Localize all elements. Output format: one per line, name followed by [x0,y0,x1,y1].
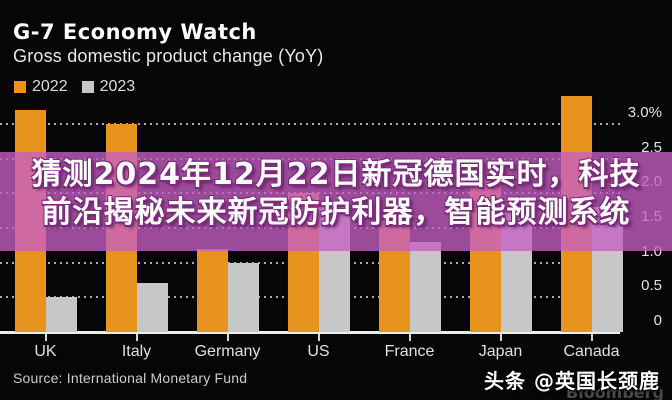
overlay-headline-line2: 前沿揭秘未来新冠防护利器，智能预测系统 [41,195,631,230]
x-axis-tick-US [317,334,320,341]
chart-subtitle: Gross domestic product change (YoY) [13,46,324,66]
legend-swatch-2022-icon [14,81,26,93]
bar-Italy-2023 [136,283,168,332]
legend-label-2023: 2023 [99,78,136,95]
toutiao-watermark: 头条 @英国长颈鹿 [484,369,660,393]
x-axis-label-Japan: Japan [478,343,523,360]
x-axis-label-Germany: Germany [194,343,261,360]
bar-UK-2023 [45,297,77,332]
overlay-headline-line1: 猜测2024年12月22日新冠德国实时，科技 [31,157,641,192]
legend-item-2023: 2023 [81,78,136,96]
x-axis-tick-Italy [135,334,138,341]
y-axis-label-0.5: 0.5 [641,277,662,295]
chart-title: G-7 Economy Watch [13,20,257,44]
legend-item-2022: 2022 [14,78,68,96]
bloomberg-logo-text: Bloomberg [566,383,664,400]
x-axis-tick-UK [44,334,47,341]
x-axis-tick-France [408,334,411,341]
legend-swatch-2023-icon [81,81,94,93]
legend-label-2022: 2022 [32,78,68,95]
bar-Germany-2023 [227,262,259,332]
y-axis-label-2.5: 2.5 [641,138,662,156]
x-axis-label-US: US [307,343,330,360]
x-axis-label-UK: UK [34,343,57,360]
legend: 2022 2023 [14,78,135,96]
promo-overlay-band: 猜测2024年12月22日新冠德国实时，科技 前沿揭秘未来新冠防护利器，智能预测… [0,152,672,251]
y-axis-label-0: 0 [653,312,662,329]
x-axis-baseline [0,331,620,334]
x-axis-tick-Germany [226,334,229,341]
x-axis-label-France: France [384,343,435,360]
source-attribution: Source: International Monetary Fund [13,370,248,386]
bar-Germany-2022 [196,248,228,332]
x-axis-tick-Japan [499,334,502,341]
x-axis-tick-Canada [590,334,593,341]
gridline-3.0% [0,122,620,125]
y-axis-label-3.0%: 3.0% [627,103,662,121]
x-axis-label-Italy: Italy [121,343,152,360]
x-axis-label-Canada: Canada [563,343,620,360]
bar-France-2023 [409,241,441,332]
